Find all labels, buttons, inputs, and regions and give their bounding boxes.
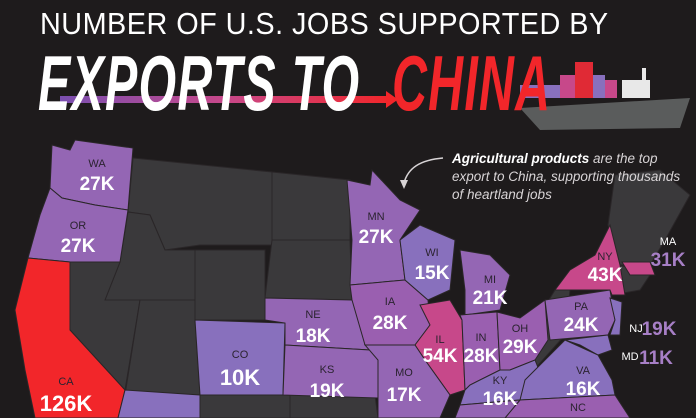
label-in-value: 28K bbox=[464, 346, 499, 367]
cargo-ship-icon bbox=[520, 62, 690, 130]
arrow-head bbox=[386, 91, 398, 108]
label-va-value: 16K bbox=[566, 379, 601, 400]
label-ca-value: 126K bbox=[40, 391, 93, 416]
state-nm bbox=[199, 394, 291, 418]
label-ia-value: 28K bbox=[373, 313, 408, 334]
label-wi-abbr: WI bbox=[425, 247, 438, 259]
label-mn-abbr: MN bbox=[367, 211, 384, 223]
label-il-abbr: IL bbox=[435, 334, 444, 346]
label-va-abbr: VA bbox=[576, 365, 591, 377]
label-ks-value: 19K bbox=[310, 381, 345, 402]
label-mo-abbr: MO bbox=[395, 367, 413, 379]
state-mo[interactable] bbox=[363, 344, 451, 418]
annotation-arrowhead bbox=[400, 180, 408, 189]
label-ia-abbr: IA bbox=[385, 296, 396, 308]
label-oh-abbr: OH bbox=[512, 323, 529, 335]
arrow-line bbox=[60, 96, 390, 103]
label-in-abbr: IN bbox=[476, 332, 487, 344]
annotation-note: Agricultural products are the top export… bbox=[452, 150, 692, 204]
no-data-states bbox=[69, 157, 691, 418]
state-pa[interactable] bbox=[544, 289, 616, 341]
state-ca[interactable] bbox=[14, 257, 126, 418]
state-labels: WA 27K OR 27K CA 126K CO 10K NE 18K KS 1… bbox=[40, 158, 686, 416]
label-ny-abbr: NY bbox=[597, 251, 613, 263]
label-ne-value: 18K bbox=[296, 326, 331, 347]
annotation-bold: Agricultural products bbox=[452, 151, 590, 166]
label-or-abbr: OR bbox=[70, 220, 87, 232]
label-ma-value: 31K bbox=[651, 250, 686, 271]
label-md-value: 11K bbox=[639, 348, 673, 369]
state-ma[interactable] bbox=[621, 261, 656, 276]
label-nj-value: 19K bbox=[642, 319, 677, 340]
label-wa-abbr: WA bbox=[88, 158, 106, 170]
label-ne-abbr: NE bbox=[305, 309, 320, 321]
label-md-abbr: MD bbox=[621, 351, 638, 363]
label-nj-abbr: NJ bbox=[629, 323, 642, 335]
label-mo-value: 17K bbox=[387, 385, 422, 406]
state-wy bbox=[194, 249, 266, 321]
state-nd bbox=[271, 171, 351, 241]
state-nj[interactable] bbox=[609, 297, 623, 336]
label-pa-abbr: PA bbox=[574, 301, 589, 313]
label-mi-value: 21K bbox=[473, 288, 508, 309]
state-az[interactable] bbox=[117, 389, 201, 418]
label-ma-abbr: MA bbox=[660, 236, 677, 248]
state-md[interactable] bbox=[564, 334, 613, 356]
label-ky-abbr: KY bbox=[493, 375, 508, 387]
label-il-value: 54K bbox=[423, 346, 458, 367]
label-mi-abbr: MI bbox=[484, 274, 496, 286]
label-nc-abbr: NC bbox=[570, 402, 586, 414]
state-wi[interactable] bbox=[399, 224, 456, 301]
state-mi[interactable] bbox=[459, 249, 511, 316]
label-wa-value: 27K bbox=[80, 174, 115, 195]
label-ks-abbr: KS bbox=[320, 364, 335, 376]
subtitle: NUMBER OF U.S. JOBS SUPPORTED BY bbox=[40, 6, 609, 41]
state-sd bbox=[264, 239, 353, 301]
label-co-value: 10K bbox=[220, 365, 260, 390]
label-ny-value: 43K bbox=[588, 265, 623, 286]
title-china: CHINA bbox=[392, 39, 552, 127]
label-pa-value: 24K bbox=[564, 315, 599, 336]
state-ny[interactable] bbox=[554, 223, 626, 296]
label-wi-value: 15K bbox=[415, 263, 450, 284]
label-ca-abbr: CA bbox=[58, 376, 74, 388]
state-tn[interactable] bbox=[454, 399, 522, 418]
label-or-value: 27K bbox=[61, 236, 96, 257]
label-oh-value: 29K bbox=[503, 337, 538, 358]
label-ky-value: 16K bbox=[483, 389, 518, 410]
annotation-text: are the top export to China, supporting … bbox=[452, 151, 681, 202]
annotation-arrow bbox=[403, 157, 444, 184]
label-co-abbr: CO bbox=[232, 349, 249, 361]
state-or[interactable] bbox=[27, 187, 129, 263]
label-mn-value: 27K bbox=[359, 227, 394, 248]
title-exports-to: EXPORTS TO bbox=[38, 39, 361, 127]
